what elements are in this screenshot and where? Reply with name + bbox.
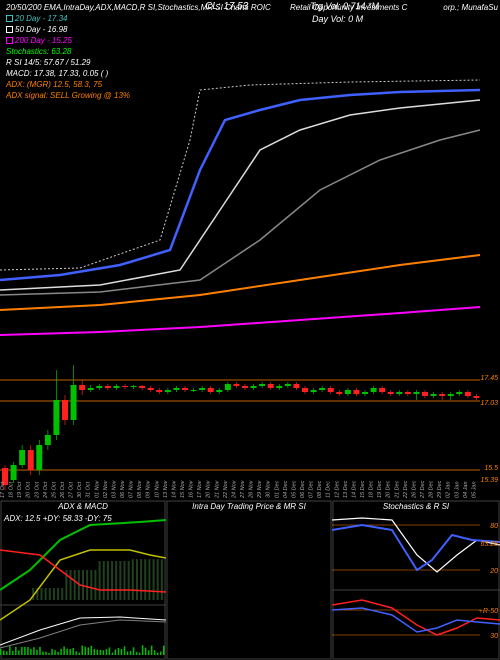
svg-text:22 Nov: 22 Nov: [223, 479, 229, 499]
stoch-title: Stochastics & R SI: [383, 502, 449, 511]
svg-text:17 Nov: 17 Nov: [197, 479, 203, 498]
candlestick-chart: 17.4517.0315.515.3917 Oct18 Oct19 Oct20 …: [0, 350, 500, 500]
main-ema-chart: 20/50/200 EMA,IntraDay,ADX,MACD,R SI,Sto…: [0, 0, 500, 350]
svg-text:04 Dec: 04 Dec: [283, 480, 289, 498]
svg-text:24 Nov: 24 Nov: [231, 479, 237, 499]
svg-text:27 Dec: 27 Dec: [420, 480, 426, 499]
stochastics-label: Stochastics: 63.28: [6, 46, 494, 57]
svg-text:19 Dec: 19 Dec: [377, 480, 383, 498]
stochastics-panel: 80 63.28 20 +R-50 30 Stochastics & R SI: [332, 500, 500, 660]
svg-text:01 Dec: 01 Dec: [274, 480, 280, 498]
svg-text:30 Nov: 30 Nov: [266, 479, 272, 498]
svg-text:10 Nov: 10 Nov: [154, 479, 160, 498]
svg-text:31 Oct: 31 Oct: [86, 481, 92, 498]
svg-text:22 Dec: 22 Dec: [403, 480, 409, 499]
svg-text:02 Jan: 02 Jan: [446, 481, 452, 498]
svg-text:23 Oct: 23 Oct: [34, 481, 40, 499]
intraday-title: Intra Day Trading Price & MR SI: [192, 502, 306, 511]
svg-text:28 Nov: 28 Nov: [249, 479, 255, 499]
legend-box-200: [6, 37, 13, 44]
svg-text:11 Dec: 11 Dec: [326, 481, 332, 498]
svg-text:15.5: 15.5: [484, 465, 498, 472]
adx-macd-panel: ADX & MACD ADX: 12.5 +DY: 58.33 -DY: 75: [0, 500, 166, 660]
svg-text:+R-50: +R-50: [479, 608, 498, 615]
svg-text:13 Dec: 13 Dec: [343, 480, 349, 498]
svg-text:30 Oct: 30 Oct: [77, 481, 83, 498]
svg-text:02 Nov: 02 Nov: [103, 479, 109, 498]
svg-text:18 Oct: 18 Oct: [9, 481, 15, 498]
svg-text:14 Nov: 14 Nov: [171, 479, 177, 498]
adx-signal-label: ADX signal: SELL Growing @ 13%: [6, 90, 494, 101]
svg-text:16 Nov: 16 Nov: [189, 479, 195, 498]
svg-text:63.28: 63.28: [480, 541, 498, 548]
chart-container: 20/50/200 EMA,IntraDay,ADX,MACD,R SI,Sto…: [0, 0, 500, 660]
svg-text:07 Dec: 07 Dec: [309, 480, 315, 498]
svg-text:26 Oct: 26 Oct: [60, 481, 66, 499]
svg-text:21 Dec: 21 Dec: [394, 480, 400, 499]
legend-box-20: [6, 15, 13, 22]
svg-text:15 Dec: 15 Dec: [360, 480, 366, 498]
svg-text:15 Nov: 15 Nov: [180, 479, 186, 498]
macd-label: MACD: 17.38, 17.33, 0.05 ( ): [6, 68, 494, 79]
svg-text:14 Dec: 14 Dec: [351, 480, 357, 498]
svg-text:03 Jan: 03 Jan: [454, 481, 460, 498]
svg-text:05 Jan: 05 Jan: [471, 481, 477, 498]
svg-text:05 Dec: 05 Dec: [291, 480, 297, 498]
svg-text:21 Nov: 21 Nov: [214, 479, 220, 499]
svg-text:08 Dec: 08 Dec: [317, 480, 323, 498]
svg-text:12 Dec: 12 Dec: [334, 480, 340, 498]
svg-text:06 Dec: 06 Dec: [300, 480, 306, 498]
day-volume: Day Vol: 0 M: [312, 14, 363, 24]
svg-text:08 Nov: 08 Nov: [137, 479, 143, 498]
svg-text:20: 20: [489, 568, 498, 575]
svg-text:19 Oct: 19 Oct: [17, 481, 23, 498]
ema-50-label: 50 Day - 16.98: [15, 25, 67, 34]
svg-text:27 Nov: 27 Nov: [240, 479, 246, 499]
chart-header: 20/50/200 EMA,IntraDay,ADX,MACD,R SI,Sto…: [0, 0, 500, 103]
svg-text:29 Nov: 29 Nov: [257, 479, 263, 499]
rsi-label: R SI 14/5: 57.67 / 51.29: [6, 57, 494, 68]
close-price: CL: 17.53: [205, 1, 248, 12]
adx-values: ADX: 12.5 +DY: 58.33 -DY: 75: [4, 514, 112, 523]
adx-panel-title: ADX & MACD: [58, 502, 108, 511]
svg-text:09 Nov: 09 Nov: [146, 479, 152, 498]
adx-label: ADX: (MGR) 12.5, 58.3, 75: [6, 79, 494, 90]
svg-text:20 Oct: 20 Oct: [26, 481, 32, 499]
svg-text:07 Nov: 07 Nov: [129, 479, 135, 498]
intraday-panel: Intra Day Trading Price & MR SI: [166, 500, 332, 660]
svg-text:17.03: 17.03: [480, 400, 498, 407]
svg-text:15.39: 15.39: [480, 477, 498, 484]
title-right: orp.; MunafaSu: [443, 2, 498, 13]
ema-20-label: 20 Day - 17.34: [15, 14, 67, 23]
legend-box-50: [6, 26, 13, 33]
svg-text:01 Nov: 01 Nov: [94, 479, 100, 498]
svg-text:03 Nov: 03 Nov: [111, 479, 117, 498]
svg-text:13 Nov: 13 Nov: [163, 479, 169, 498]
svg-text:80: 80: [490, 523, 498, 530]
svg-text:17.45: 17.45: [480, 375, 498, 382]
svg-text:27 Oct: 27 Oct: [69, 481, 75, 499]
svg-text:26 Dec: 26 Dec: [411, 480, 417, 499]
svg-text:18 Dec: 18 Dec: [369, 480, 375, 498]
target-volume: Trg Vol: 0.714 *M: [310, 1, 379, 11]
svg-text:30: 30: [490, 633, 498, 640]
svg-text:04 Jan: 04 Jan: [463, 481, 469, 498]
svg-text:28 Dec: 28 Dec: [429, 480, 435, 499]
svg-text:20 Dec: 20 Dec: [386, 480, 392, 499]
svg-text:25 Oct: 25 Oct: [51, 481, 57, 499]
bottom-panels: ADX & MACD ADX: 12.5 +DY: 58.33 -DY: 75 …: [0, 500, 500, 660]
svg-text:24 Oct: 24 Oct: [43, 481, 49, 499]
svg-text:17 Oct: 17 Oct: [0, 481, 6, 498]
svg-text:29 Dec: 29 Dec: [437, 480, 443, 499]
ema-200-label: 200 Day - 15.25: [15, 36, 72, 45]
svg-text:06 Nov: 06 Nov: [120, 479, 126, 498]
svg-text:20 Nov: 20 Nov: [206, 479, 212, 499]
